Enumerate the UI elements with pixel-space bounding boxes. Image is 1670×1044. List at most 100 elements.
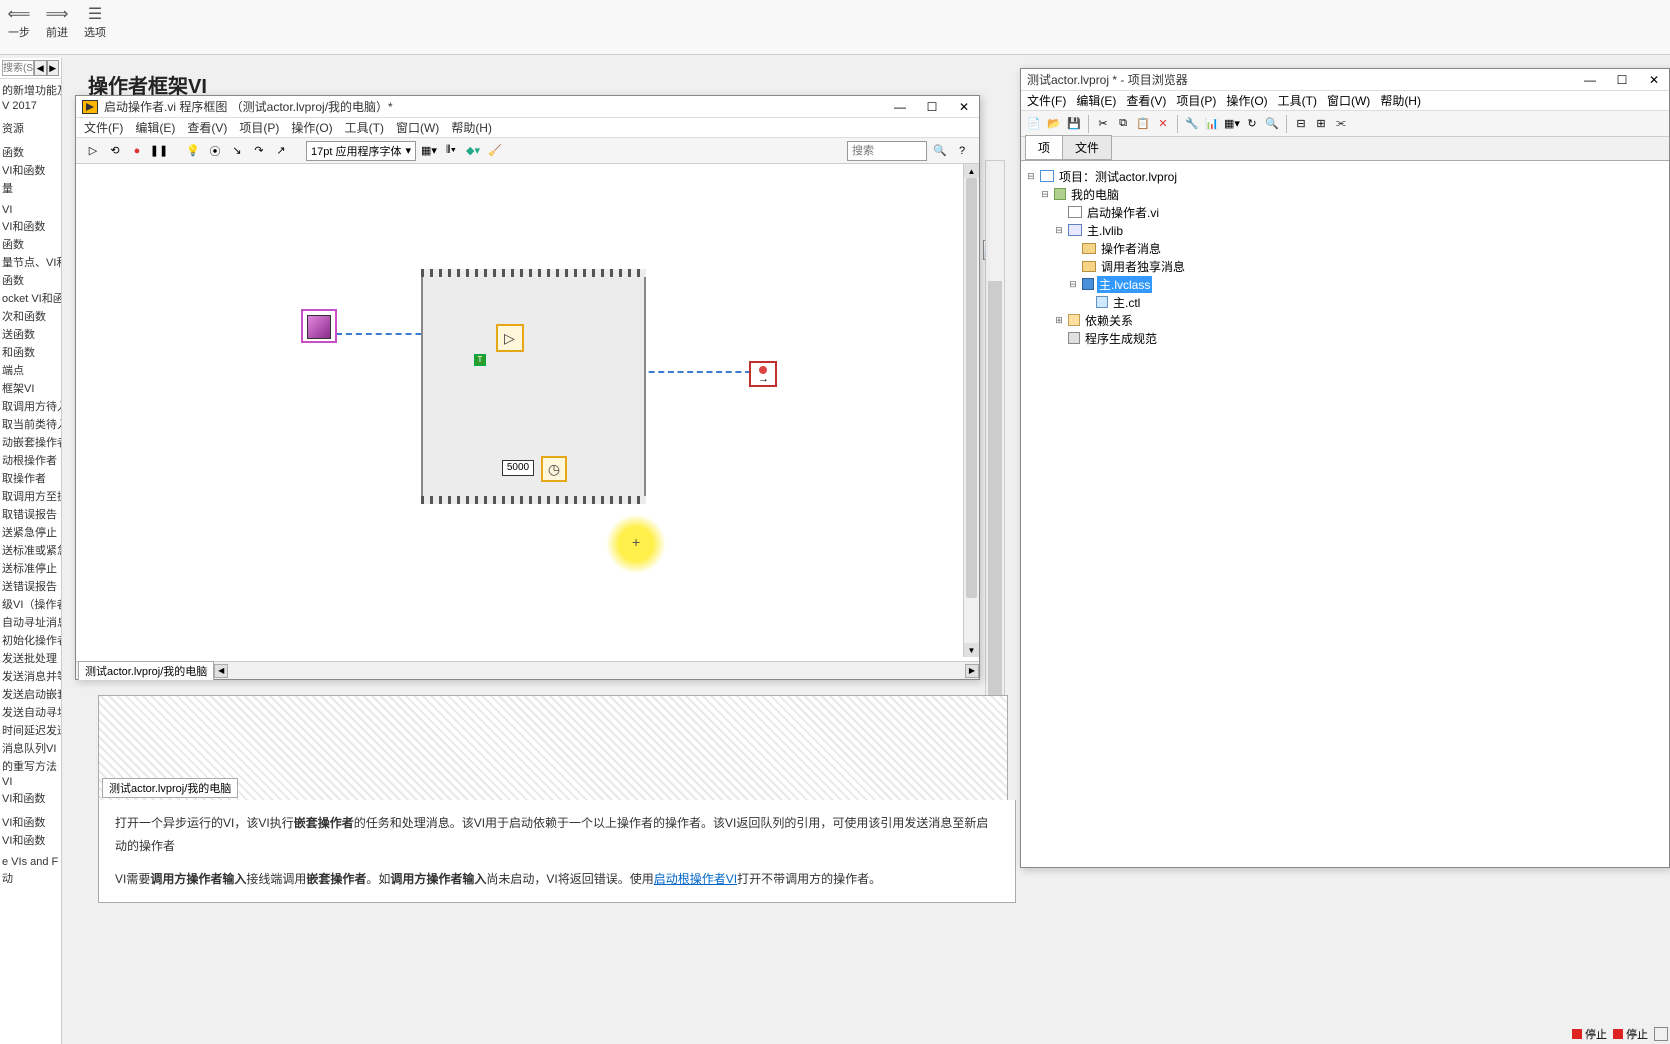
menu-item[interactable]: 工具(T) [1278, 92, 1317, 109]
help-topic-item[interactable]: 自动寻址消息 [0, 613, 61, 631]
menu-item[interactable]: 文件(F) [1027, 92, 1066, 109]
vi-titlebar[interactable]: 启动操作者.vi 程序框图 （测试actor.lvproj/我的电脑）* — ☐… [76, 96, 979, 118]
open-button[interactable]: 📂 [1045, 115, 1063, 133]
help-topic-item[interactable]: 取调用方至操 [0, 487, 61, 505]
help-topic-item[interactable]: 发送消息并等 [0, 667, 61, 685]
help-topic-item[interactable]: 次和函数 [0, 307, 61, 325]
menu-item[interactable]: 窗口(W) [396, 119, 439, 136]
wait-ms-constant[interactable]: 5000 [502, 460, 534, 476]
proj-minimize-button[interactable]: — [1581, 73, 1599, 87]
tree-build-specs[interactable]: 程序生成规范 [1025, 329, 1665, 347]
tree-actor-messages[interactable]: 操作者消息 [1025, 239, 1665, 257]
proj-titlebar[interactable]: 测试actor.lvproj * - 项目浏览器 — ☐ ✕ [1021, 69, 1669, 91]
menu-item[interactable]: 操作(O) [1226, 92, 1267, 109]
items-tab[interactable]: 项 [1025, 135, 1063, 160]
menu-item[interactable]: 操作(O) [291, 119, 332, 136]
help-topic-item[interactable]: 函数 [0, 271, 61, 289]
help-topic-item[interactable]: e VIs and F [0, 855, 61, 869]
help-topic-item[interactable]: 取错误报告 [0, 505, 61, 523]
wait-ms-node[interactable] [541, 456, 567, 482]
help-topic-item[interactable]: 量节点、VI和 [0, 253, 61, 271]
help-topic-item[interactable]: 时间延迟发送 [0, 721, 61, 739]
tree-launch-vi[interactable]: 启动操作者.vi [1025, 203, 1665, 221]
help-topic-item[interactable]: 送错误报告 [0, 577, 61, 595]
help-topic-item[interactable]: VI和函数 [0, 831, 61, 849]
help-topic-item[interactable]: 送紧急停止 [0, 523, 61, 541]
help-search-input[interactable] [2, 60, 34, 76]
enqueuer-indicator[interactable] [749, 361, 777, 387]
scrollbar-thumb[interactable] [988, 281, 1002, 731]
help-topic-item[interactable]: 框架VI [0, 379, 61, 397]
help-topic-item[interactable]: 动 [0, 869, 61, 887]
expand-toggle-icon[interactable]: ⊟ [1025, 171, 1037, 182]
menu-item[interactable]: 查看(V) [1126, 92, 1166, 109]
resolve-conflicts-button[interactable]: 🔧 [1183, 115, 1201, 133]
search-icon[interactable]: 🔍 [931, 142, 949, 160]
help-topic-item[interactable]: 发送批处理 [0, 649, 61, 667]
properties-button[interactable]: 📊 [1203, 115, 1221, 133]
help-topic-item[interactable]: 的重写方法 [0, 757, 61, 775]
search-prev-button[interactable]: ◀ [34, 60, 47, 76]
distribute-button[interactable]: ⫴▾ [442, 142, 460, 160]
scroll-down-arrow[interactable]: ▼ [964, 643, 979, 657]
tree-main-ctl[interactable]: 主.ctl [1025, 293, 1665, 311]
copy-button[interactable]: ⧉ [1114, 115, 1132, 133]
menu-item[interactable]: 项目(P) [1176, 92, 1216, 109]
help-topic-item[interactable]: 初始化操作者 [0, 631, 61, 649]
help-topic-item[interactable]: 端点 [0, 361, 61, 379]
true-constant[interactable]: T [474, 354, 486, 366]
tab-scroll-left[interactable]: ◀ [214, 664, 228, 678]
cleanup-button[interactable]: 🧹 [486, 142, 504, 160]
font-selector[interactable]: 17pt 应用程序字体 ▾ [306, 141, 416, 161]
expand-toggle-icon[interactable]: ⊞ [1053, 315, 1065, 326]
menu-item[interactable]: 查看(V) [187, 119, 227, 136]
help-topic-item[interactable]: 送函数 [0, 325, 61, 343]
reorder-button[interactable]: ◆▾ [464, 142, 482, 160]
help-topic-item[interactable]: 资源 [0, 119, 61, 137]
distribute-targets-button[interactable]: ⫘ [1332, 115, 1350, 133]
tree-main-lvclass[interactable]: ⊟ 主.lvclass [1025, 275, 1665, 293]
help-topic-item[interactable]: VI和函数 [0, 161, 61, 179]
help-topic-item[interactable]: 取当前类待入 [0, 415, 61, 433]
step-over-button[interactable]: ↷ [250, 142, 268, 160]
options-button[interactable]: ☰ 选项 [84, 4, 106, 40]
refresh-button[interactable]: ↻ [1243, 115, 1261, 133]
help-link[interactable]: 启动根操作者VI [654, 872, 737, 886]
actor-class-constant[interactable] [301, 309, 337, 343]
help-topic-item[interactable]: 取操作者 [0, 469, 61, 487]
expand-toggle-icon[interactable]: ⊟ [1053, 225, 1065, 236]
block-diagram-canvas[interactable]: T 5000 [76, 164, 979, 654]
proj-maximize-button[interactable]: ☐ [1613, 73, 1631, 87]
help-topic-item[interactable]: 送标准或紧急 [0, 541, 61, 559]
vi-context-tab[interactable]: 测试actor.lvproj/我的电脑 [78, 661, 214, 680]
step-out-button[interactable]: ↗ [272, 142, 290, 160]
run-button[interactable]: ▷ [84, 142, 102, 160]
help-topic-item[interactable]: 函数 [0, 235, 61, 253]
help-topic-item[interactable]: 和函数 [0, 343, 61, 361]
files-tab[interactable]: 文件 [1062, 135, 1112, 160]
run-continuous-button[interactable]: ⟲ [106, 142, 124, 160]
close-button[interactable]: ✕ [955, 100, 973, 114]
help-topic-item[interactable]: VI和函数 [0, 217, 61, 235]
proj-close-button[interactable]: ✕ [1645, 73, 1663, 87]
tab-scroll-right[interactable]: ▶ [965, 664, 979, 678]
help-topic-item[interactable]: 级VI（操作者 [0, 595, 61, 613]
maximize-button[interactable]: ☐ [923, 100, 941, 114]
scroll-up-arrow[interactable]: ▲ [964, 164, 979, 178]
help-topic-item[interactable]: V 2017 [0, 99, 61, 113]
help-topic-item[interactable]: 取调用方待入 [0, 397, 61, 415]
new-file-button[interactable]: 📄 [1025, 115, 1043, 133]
tree-my-computer[interactable]: ⊟ 我的电脑 [1025, 185, 1665, 203]
tree-dependencies[interactable]: ⊞ 依赖关系 [1025, 311, 1665, 329]
help-topic-item[interactable]: 量 [0, 179, 61, 197]
help-topic-item[interactable]: 发送自动寻址 [0, 703, 61, 721]
align-button[interactable]: ▦▾ [420, 142, 438, 160]
nav-forward-button[interactable]: ⟹ 前进 [46, 4, 68, 40]
help-topic-item[interactable]: VI和函数 [0, 813, 61, 831]
help-topic-item[interactable]: 函数 [0, 143, 61, 161]
menu-item[interactable]: 帮助(H) [1380, 92, 1421, 109]
vi-scroll-thumb[interactable] [966, 178, 977, 598]
menu-item[interactable]: 项目(P) [239, 119, 279, 136]
menu-item[interactable]: 编辑(E) [135, 119, 175, 136]
tree-project-root[interactable]: ⊟ 项目：测试actor.lvproj [1025, 167, 1665, 185]
